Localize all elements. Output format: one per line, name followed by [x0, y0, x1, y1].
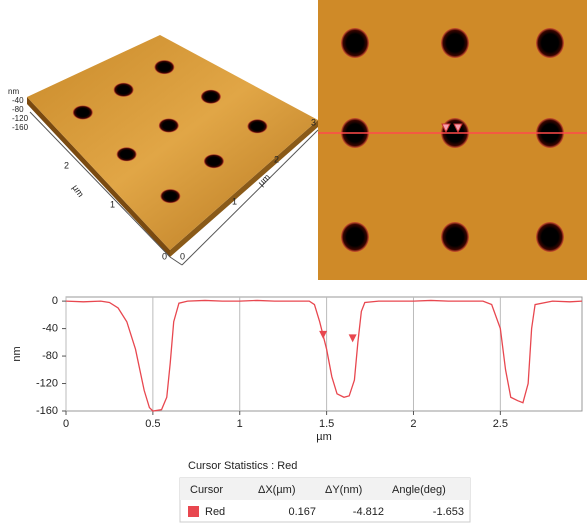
- cursor-marker: [441, 123, 451, 134]
- cursor-table: Cursor Statistics : Red Cursor ΔX(µm) ΔY…: [179, 460, 471, 523]
- pit: [158, 118, 179, 133]
- pit: [200, 89, 221, 104]
- hole: [441, 222, 469, 252]
- z-tick-label: -160: [12, 123, 29, 132]
- table-header: Cursor: [190, 484, 223, 496]
- pit: [72, 105, 93, 120]
- table-header: ΔY(nm): [325, 484, 362, 496]
- axis-label: 1: [110, 199, 115, 209]
- plot-area: [65, 296, 583, 412]
- table-header: ΔX(µm): [258, 484, 296, 496]
- table-cell: -4.812: [353, 506, 384, 518]
- z-label: nm: [8, 87, 19, 96]
- hole: [536, 28, 564, 58]
- axis-label: 0: [180, 251, 185, 261]
- profile-line: [65, 299, 583, 412]
- table-title: Cursor Statistics : Red: [188, 460, 297, 472]
- plate-side: [27, 97, 170, 257]
- cursor-marker: [453, 123, 463, 134]
- z-tick-label: -80: [12, 105, 24, 114]
- z-tick-label: -40: [12, 96, 24, 105]
- x-tick-label: 1.5: [319, 418, 334, 430]
- table-cell: -1.653: [433, 506, 464, 518]
- x-tick-label: 1: [237, 418, 243, 430]
- plate-side: [170, 120, 318, 257]
- axis: [181, 129, 319, 266]
- cursor-marker: [348, 334, 357, 343]
- pit: [247, 119, 268, 134]
- pit: [154, 60, 175, 75]
- axis: [29, 111, 171, 258]
- y-tick-label: -80: [42, 350, 58, 362]
- hole: [536, 222, 564, 252]
- x-tick-label: 0.5: [145, 418, 160, 430]
- z-tick-label: -120: [12, 114, 29, 123]
- pit: [160, 189, 181, 204]
- axis-label: 1: [232, 196, 237, 206]
- x-tick-label: 0: [63, 418, 69, 430]
- x-tick-label: 2: [410, 418, 416, 430]
- hole: [341, 222, 369, 252]
- y-tick-label: -160: [36, 405, 58, 417]
- profile-chart: 0 0.5 1 1.5 2 2.5 0 -40 -80 -120 -160 µm nm: [11, 295, 583, 443]
- y-axis-label: nm: [11, 346, 23, 361]
- table-cell: 0.167: [288, 506, 316, 518]
- axis-label: µm: [70, 183, 85, 199]
- x-tick-label: 2.5: [493, 418, 508, 430]
- cursor-marker: [319, 330, 328, 339]
- 2d-image: [318, 0, 587, 280]
- 3d-image: nm 0 1 2 3 µm 0 1 2 µm -40-80-120-160: [8, 35, 319, 266]
- table-header: [180, 478, 470, 500]
- y-tick-label: -40: [42, 322, 58, 334]
- y-tick-label: 0: [52, 295, 58, 307]
- pit: [203, 154, 224, 169]
- x-axis-label: µm: [316, 431, 332, 443]
- axis-label: 2: [64, 160, 69, 170]
- color-swatch: [188, 506, 199, 517]
- y-tick-label: -120: [36, 377, 58, 389]
- axis-label: 3: [311, 117, 316, 127]
- pit: [113, 82, 134, 97]
- table-header: Angle(deg): [392, 484, 446, 496]
- hole: [441, 28, 469, 58]
- axis-label: 0: [162, 251, 167, 261]
- axis-label: 2: [274, 154, 279, 164]
- axis: [169, 256, 183, 266]
- plate: [27, 35, 318, 250]
- pit: [116, 147, 137, 162]
- hole: [341, 28, 369, 58]
- table-cell: Red: [205, 506, 225, 518]
